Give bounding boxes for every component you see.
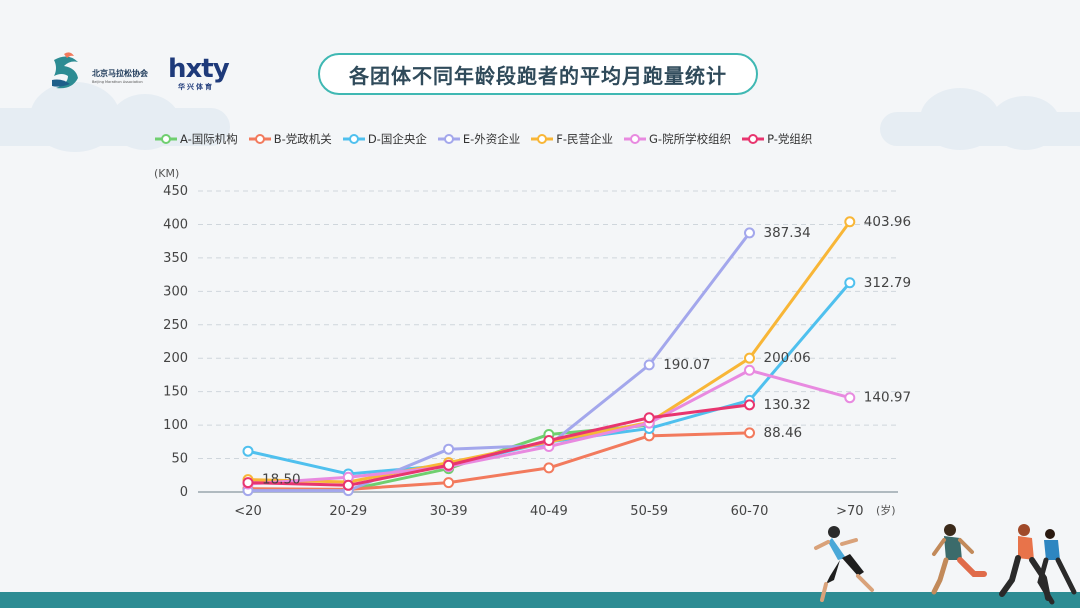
legend-item-B: B-党政机关 xyxy=(248,131,332,147)
data-label: 200.06 xyxy=(764,350,811,366)
legend-label: P-党组织 xyxy=(767,132,813,146)
data-point-E xyxy=(744,227,755,239)
data-point-E xyxy=(443,443,455,455)
x-tick-label: >70 xyxy=(836,504,863,519)
legend-label: G-院所学校组织 xyxy=(649,132,732,146)
x-tick-label: 30-39 xyxy=(430,504,468,519)
runners-illustration xyxy=(814,524,1077,605)
legend-symbol xyxy=(437,134,460,144)
data-point-P xyxy=(242,477,254,489)
hxty-logo-text: hxty xyxy=(168,54,230,84)
legend-item-P: P-党组织 xyxy=(741,131,812,147)
bma-name: 北京马拉松协会 xyxy=(92,69,148,78)
data-label: 190.07 xyxy=(663,357,710,373)
cloud-decoration xyxy=(0,82,230,152)
data-point-B xyxy=(744,427,755,439)
bma-logo xyxy=(52,52,78,89)
cloud-decoration xyxy=(880,88,1080,150)
data-point-D xyxy=(844,277,856,289)
legend-symbol xyxy=(742,134,765,144)
hxty-subtitle: 华兴体育 xyxy=(178,83,214,91)
data-label: 130.32 xyxy=(764,397,811,413)
data-point-P xyxy=(543,434,555,446)
y-tick-label: 400 xyxy=(163,217,188,232)
legend-label: B-党政机关 xyxy=(273,132,332,146)
data-point-P xyxy=(744,399,755,411)
y-tick-label: 200 xyxy=(163,351,188,366)
legend-item-D: D-国企央企 xyxy=(342,131,427,147)
legend-symbol xyxy=(531,134,554,144)
data-point-B xyxy=(543,462,555,474)
data-point-P xyxy=(643,412,655,424)
data-point-P xyxy=(342,479,354,491)
y-tick-label: 150 xyxy=(163,385,188,400)
y-tick-label: 0 xyxy=(180,485,188,500)
data-label: 18.50 xyxy=(262,472,301,488)
x-tick-label: 50-59 xyxy=(630,504,668,519)
legend-item-G: G-院所学校组织 xyxy=(623,131,731,147)
chart-data-labels: 18.50 190.07 387.34 200.06 130.32 88.46 403.96… xyxy=(262,214,911,488)
data-point-P xyxy=(443,459,455,471)
legend-symbol xyxy=(624,134,647,144)
y-tick-label: 450 xyxy=(163,184,188,199)
x-tick-label: 60-70 xyxy=(731,504,769,519)
data-point-F xyxy=(744,352,755,364)
chart-legend: A-国际机构 B-党政机关 D-国企央企 E-外资企业 F-民营企业 G-院所学校组织 P-… xyxy=(154,130,812,148)
data-label: 403.96 xyxy=(864,214,911,230)
data-label: 387.34 xyxy=(764,225,811,241)
legend-item-F: F-民营企业 xyxy=(530,131,613,147)
legend-symbol xyxy=(248,134,271,144)
series-line-E xyxy=(246,231,751,493)
bma-subtitle: Beijing Marathon Association xyxy=(92,80,143,84)
page-title-text: 各团体不同年龄段跑者的平均月跑量统计 xyxy=(349,63,727,88)
legend-label: F-民营企业 xyxy=(556,132,614,146)
x-tick-label: <20 xyxy=(234,504,261,519)
data-point-D xyxy=(242,445,254,457)
legend-item-E: E-外资企业 xyxy=(437,131,520,147)
x-axis-title: (岁) xyxy=(876,503,896,517)
y-tick-label: 100 xyxy=(163,418,188,433)
chart-series xyxy=(242,216,856,497)
legend-symbol xyxy=(155,134,177,144)
legend-label: E-外资企业 xyxy=(462,132,521,146)
data-point-G xyxy=(844,392,856,404)
x-tick-label: 20-29 xyxy=(329,504,367,519)
legend-label: D-国企央企 xyxy=(367,132,427,146)
data-point-E xyxy=(643,359,655,371)
page-title: 各团体不同年龄段跑者的平均月跑量统计 xyxy=(318,53,758,95)
y-tick-label: 350 xyxy=(163,251,188,266)
data-point-B xyxy=(443,477,455,489)
legend-item-A: A-国际机构 xyxy=(154,131,238,147)
data-label: 140.97 xyxy=(864,390,911,406)
data-label: 88.46 xyxy=(764,425,803,441)
y-tick-label: 50 xyxy=(171,452,188,467)
data-point-G xyxy=(744,364,755,376)
y-tick-label: 300 xyxy=(163,284,188,299)
series-line-P xyxy=(246,403,751,487)
logo-area: 北京马拉松协会 Beijing Marathon Association hxt… xyxy=(48,50,248,94)
y-axis-title: (KM) xyxy=(154,167,179,180)
x-tick-label: 40-49 xyxy=(530,504,568,519)
legend-symbol xyxy=(342,134,365,144)
data-label: 312.79 xyxy=(864,275,911,291)
chart-axes: 0 50 100 150 200 250 300 350 400 450 (KM) <20 20-29 3… xyxy=(154,167,898,519)
y-tick-label: 250 xyxy=(163,318,188,333)
bottom-strip xyxy=(0,592,1080,608)
legend-label: A-国际机构 xyxy=(180,132,238,146)
data-point-F xyxy=(844,216,856,228)
